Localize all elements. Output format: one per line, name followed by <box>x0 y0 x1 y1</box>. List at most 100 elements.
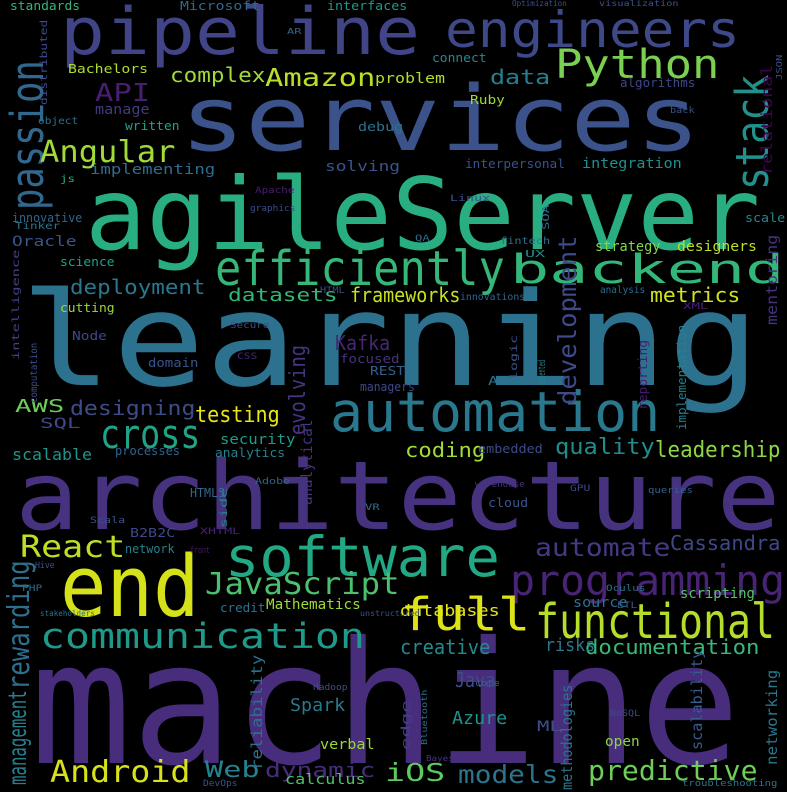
word-vr: VR <box>365 503 380 513</box>
word-html: HTML <box>320 286 345 296</box>
word-xhtml: XHTML <box>200 527 241 537</box>
word-android: Android <box>50 755 191 790</box>
word-mathematics: Mathematics <box>266 597 361 613</box>
word-open: open <box>605 734 640 750</box>
word-bachelors: Bachelors <box>68 62 149 76</box>
word-ml: ML <box>537 719 562 735</box>
word-etl: ETL <box>617 601 638 611</box>
word-predictive: predictive <box>588 754 758 787</box>
word-hive: Hive <box>35 561 55 571</box>
word-architecture: architecture <box>15 442 781 552</box>
word-problem: problem <box>375 71 446 87</box>
word-api: API <box>95 78 151 107</box>
word-analysis: analysis <box>600 285 646 296</box>
word-complex: complex <box>170 63 266 87</box>
word-xml: XML <box>683 302 709 312</box>
word-management: management <box>3 690 32 785</box>
word-ar: AR <box>287 27 302 36</box>
word-intelligence: intelligence <box>11 249 22 360</box>
word-cassandra: Cassandra <box>670 531 781 555</box>
word-side: side <box>219 487 230 528</box>
word-science: science <box>60 255 115 269</box>
word-troubleshooting: troubleshooting <box>682 779 778 789</box>
word-learning: learning <box>20 264 761 416</box>
word-connect: connect <box>432 51 487 65</box>
word-frameworks: frameworks <box>350 283 461 307</box>
word-back: back <box>670 106 695 116</box>
word-oriented: oriented <box>537 359 548 385</box>
word-logic: logic <box>509 334 520 380</box>
word-azure: Azure <box>452 708 508 729</box>
word-b2b2c: B2B2C <box>130 526 176 540</box>
word-graphics: graphics <box>250 204 296 214</box>
word-databases: databases <box>400 601 500 620</box>
word-html5: HTML5 <box>190 486 226 500</box>
word-functional: functional <box>535 594 775 650</box>
word-reporting: reporting <box>636 339 650 410</box>
word-analytics: analytics <box>215 446 286 460</box>
word-manage: manage <box>95 102 150 118</box>
word-aws: AWS <box>15 396 65 417</box>
word-adobe: Adobe <box>255 477 291 487</box>
word-oracle: Oracle <box>12 234 77 250</box>
word-java: Java <box>455 668 496 692</box>
word-scala: Scala <box>90 516 126 526</box>
word-object: object <box>38 116 79 127</box>
word-pipeline: pipeline <box>60 0 421 70</box>
word-visualization: visualization <box>599 0 679 8</box>
word-interfaces: interfaces <box>327 0 408 13</box>
word-tinker: Tinker <box>15 221 61 232</box>
word-testing: testing <box>195 403 280 428</box>
word-implementation: implementation <box>675 324 689 430</box>
word-dynamic: dynamic <box>265 758 376 782</box>
word-node: Node <box>72 329 107 343</box>
word-end: end <box>60 538 200 637</box>
word-automation: automation <box>330 380 661 444</box>
word-risks: risks <box>545 635 596 656</box>
word-rewarding: rewarding <box>2 560 37 690</box>
word-algorithms: algorithms <box>620 76 696 90</box>
word-programming: programming <box>510 556 786 605</box>
word-distributed: distributed <box>39 19 50 105</box>
word-strategy: strategy <box>595 239 661 255</box>
word-qa: QA <box>415 234 430 244</box>
word-written: written <box>125 119 180 133</box>
word-cloud: cloud <box>488 496 529 510</box>
word-automate: automate <box>535 533 671 562</box>
word-reliability: reliability <box>248 654 266 770</box>
word-microsoft: Microsoft <box>180 0 261 13</box>
word-fintech: fintech <box>500 236 551 247</box>
word-source: source <box>573 595 628 611</box>
word-agileserver: agileServer <box>85 156 761 273</box>
word-machine: machine <box>30 606 741 792</box>
word-relational: relational <box>758 64 776 175</box>
word-datasets: datasets <box>228 285 338 306</box>
word-python: Python <box>555 42 720 88</box>
word-leadership: leadership <box>655 438 781 463</box>
word-ux: UX <box>525 249 546 260</box>
word-hadoop: Hadoop <box>313 683 348 693</box>
word-network: network <box>125 542 175 556</box>
word-security: security <box>220 432 296 448</box>
word-soa: SOA <box>541 204 552 230</box>
word-warehouse: warehouse <box>475 480 525 490</box>
word-models: models <box>458 760 559 789</box>
word-communication: communication <box>40 617 365 657</box>
word-bayesian: Bayesian <box>426 754 471 763</box>
word-methodologies: methodologies <box>558 684 576 790</box>
word-verbal: verbal <box>320 737 375 753</box>
word-core: core <box>475 679 500 689</box>
word-javascript: JavaScript <box>205 567 400 602</box>
word-web: Web <box>205 758 260 783</box>
word-unstructured: unstructured <box>360 609 420 618</box>
word-apache: Apache <box>255 186 295 196</box>
word-cutting: cutting <box>60 301 115 315</box>
word-coding: coding <box>405 438 486 462</box>
word-scalable: scalable <box>12 445 93 464</box>
word-angular: Angular <box>40 135 176 170</box>
word-processes: processes <box>115 444 181 458</box>
word-cross: cross <box>100 412 201 458</box>
word-front: front <box>190 546 211 556</box>
word-services: services <box>180 67 701 172</box>
